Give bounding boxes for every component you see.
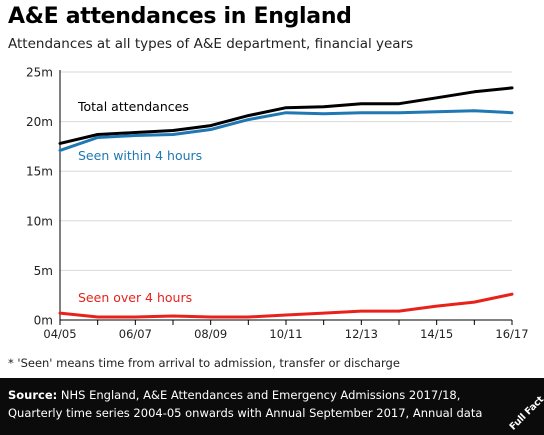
source-label: Source: <box>8 388 58 402</box>
chart-subtitle: Attendances at all types of A&E departme… <box>8 36 414 52</box>
x-tick-label: 10/11 <box>269 327 302 341</box>
x-tick-label: 04/05 <box>43 327 76 341</box>
x-tick-label: 12/13 <box>345 327 378 341</box>
y-tick-label: 5m <box>34 264 53 278</box>
series-line <box>58 109 514 152</box>
source-bar: Source: NHS England, A&E Attendances and… <box>0 378 544 435</box>
footnote: * 'Seen' means time from arrival to admi… <box>8 356 400 370</box>
series-line <box>58 86 514 145</box>
series-label: Seen within 4 hours <box>78 148 202 163</box>
x-tick-label: 08/09 <box>194 327 227 341</box>
y-tick-label: 15m <box>26 165 53 179</box>
source-body: NHS England, A&E Attendances and Emergen… <box>8 388 483 420</box>
y-tick-label: 10m <box>26 214 53 228</box>
y-tick-label: 25m <box>26 66 53 80</box>
x-tick-label: 06/07 <box>119 327 152 341</box>
x-tick-label: 16/17 <box>495 327 528 341</box>
full-fact-logo: Full Fact <box>500 391 544 435</box>
y-tick-label: 20m <box>26 115 53 129</box>
y-tick-label: 0m <box>34 314 53 328</box>
series-line <box>58 292 514 319</box>
source-text: Source: NHS England, A&E Attendances and… <box>8 386 508 422</box>
series-label: Total attendances <box>77 99 189 114</box>
logo-text: Full Fact <box>507 394 544 433</box>
chart-title: A&E attendances in England <box>8 4 352 29</box>
x-tick-label: 14/15 <box>420 327 453 341</box>
line-chart: 0m 5m 10m 15m 20m 25m 04/05 06/07 08/09 10/11 12/1… <box>26 66 529 342</box>
series-label: Seen over 4 hours <box>78 290 192 305</box>
